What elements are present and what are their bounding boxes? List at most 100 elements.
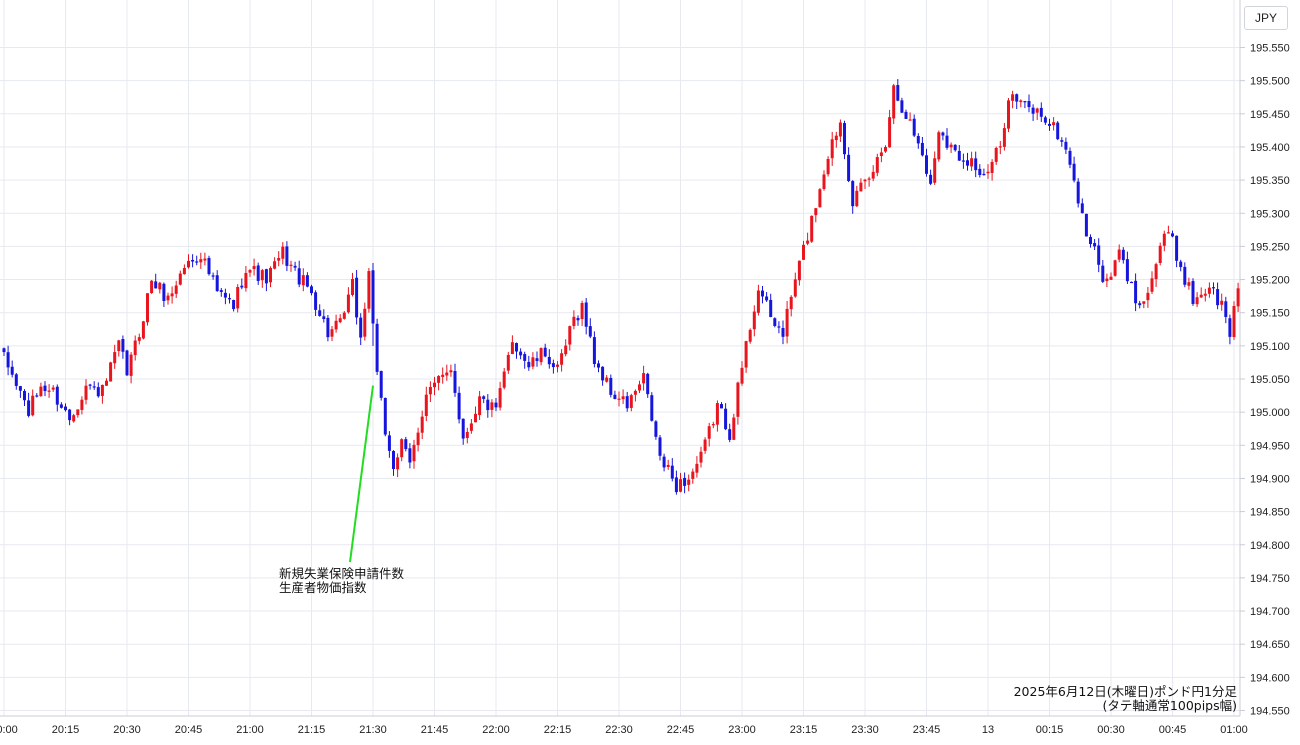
candle-body <box>547 356 551 365</box>
candle-body <box>1183 266 1187 285</box>
candle <box>605 374 609 383</box>
candle <box>1060 137 1064 147</box>
candle <box>248 269 252 277</box>
candle <box>465 427 469 444</box>
candle-body <box>818 189 822 208</box>
candle <box>117 339 121 357</box>
candle-body <box>629 395 633 408</box>
candle-body <box>834 135 838 141</box>
candle <box>720 402 723 409</box>
candle <box>351 272 354 297</box>
candle-body <box>318 310 322 316</box>
candle-body <box>449 370 453 373</box>
candle <box>814 207 818 223</box>
candle-body <box>383 397 387 435</box>
candle <box>601 366 605 386</box>
candle-body <box>638 384 641 391</box>
x-tick-label: 23:45 <box>913 724 941 736</box>
candle-body <box>797 260 801 281</box>
candle <box>174 280 178 298</box>
candle-body <box>342 312 346 319</box>
candle <box>613 390 617 400</box>
candle-body <box>412 444 416 462</box>
y-tick-label: 195.150 <box>1250 308 1290 320</box>
x-tick-label: 21:00 <box>236 724 264 736</box>
candle-body <box>351 278 354 295</box>
candle-body <box>215 275 219 292</box>
candle <box>129 352 133 384</box>
candle <box>72 413 76 423</box>
candle-body <box>191 259 195 262</box>
candle-body <box>527 361 531 368</box>
candle-body <box>580 302 584 320</box>
candle-body <box>285 246 289 266</box>
candle <box>338 314 342 324</box>
candle-body <box>978 168 982 175</box>
candle <box>100 384 104 404</box>
x-tick-label: 21:30 <box>359 724 387 736</box>
candle <box>1068 147 1072 169</box>
candle <box>666 459 670 470</box>
candle-body <box>465 431 469 439</box>
candle-body <box>970 158 974 167</box>
candle-body <box>47 390 51 392</box>
candle <box>461 418 465 445</box>
candle-body <box>609 377 613 395</box>
candle <box>847 147 851 183</box>
candle <box>1191 278 1195 306</box>
candle <box>474 406 477 423</box>
candle <box>457 386 461 424</box>
candle-body <box>781 327 785 337</box>
candle <box>1224 296 1228 324</box>
candle <box>884 145 887 153</box>
candle-body <box>1166 232 1170 234</box>
candle <box>679 472 682 493</box>
x-tick-label: 22:00 <box>482 724 510 736</box>
candle-body <box>297 268 301 285</box>
candle <box>1089 234 1092 248</box>
candle <box>1015 93 1019 110</box>
candle <box>137 333 141 345</box>
candle-body <box>1072 163 1076 181</box>
candle-body <box>232 300 236 310</box>
candle-body <box>752 311 756 330</box>
candle <box>383 397 387 437</box>
candle-body <box>420 416 424 433</box>
candle <box>215 270 219 292</box>
candle <box>105 378 108 386</box>
candle-body <box>408 448 412 463</box>
candle <box>806 232 810 246</box>
candle <box>23 389 26 407</box>
candle-body <box>31 395 35 416</box>
candle-body <box>478 396 482 416</box>
candle-body <box>260 270 264 281</box>
candle <box>986 164 990 179</box>
candle <box>1171 230 1174 238</box>
candle-body <box>1060 140 1064 142</box>
candle <box>158 281 162 294</box>
candle <box>264 268 268 292</box>
candle <box>367 267 371 313</box>
candle <box>392 450 395 476</box>
candle <box>925 148 928 177</box>
candle <box>740 361 744 386</box>
candle <box>404 436 408 452</box>
candle <box>424 386 428 422</box>
candle-body <box>683 477 687 486</box>
candle <box>84 379 88 405</box>
candle <box>695 456 699 478</box>
candle-body <box>699 451 703 463</box>
candle <box>933 151 937 185</box>
plot-background <box>0 0 1240 716</box>
candle-body <box>724 408 728 430</box>
candle-body <box>584 302 588 327</box>
candle-body <box>535 358 539 361</box>
candle-body <box>252 266 256 270</box>
candle <box>252 258 256 276</box>
candle-body <box>1154 264 1158 280</box>
candle <box>691 468 695 484</box>
candle-body <box>769 299 773 318</box>
candle <box>379 370 383 401</box>
candle-body <box>109 362 113 382</box>
candle-body <box>223 292 227 298</box>
